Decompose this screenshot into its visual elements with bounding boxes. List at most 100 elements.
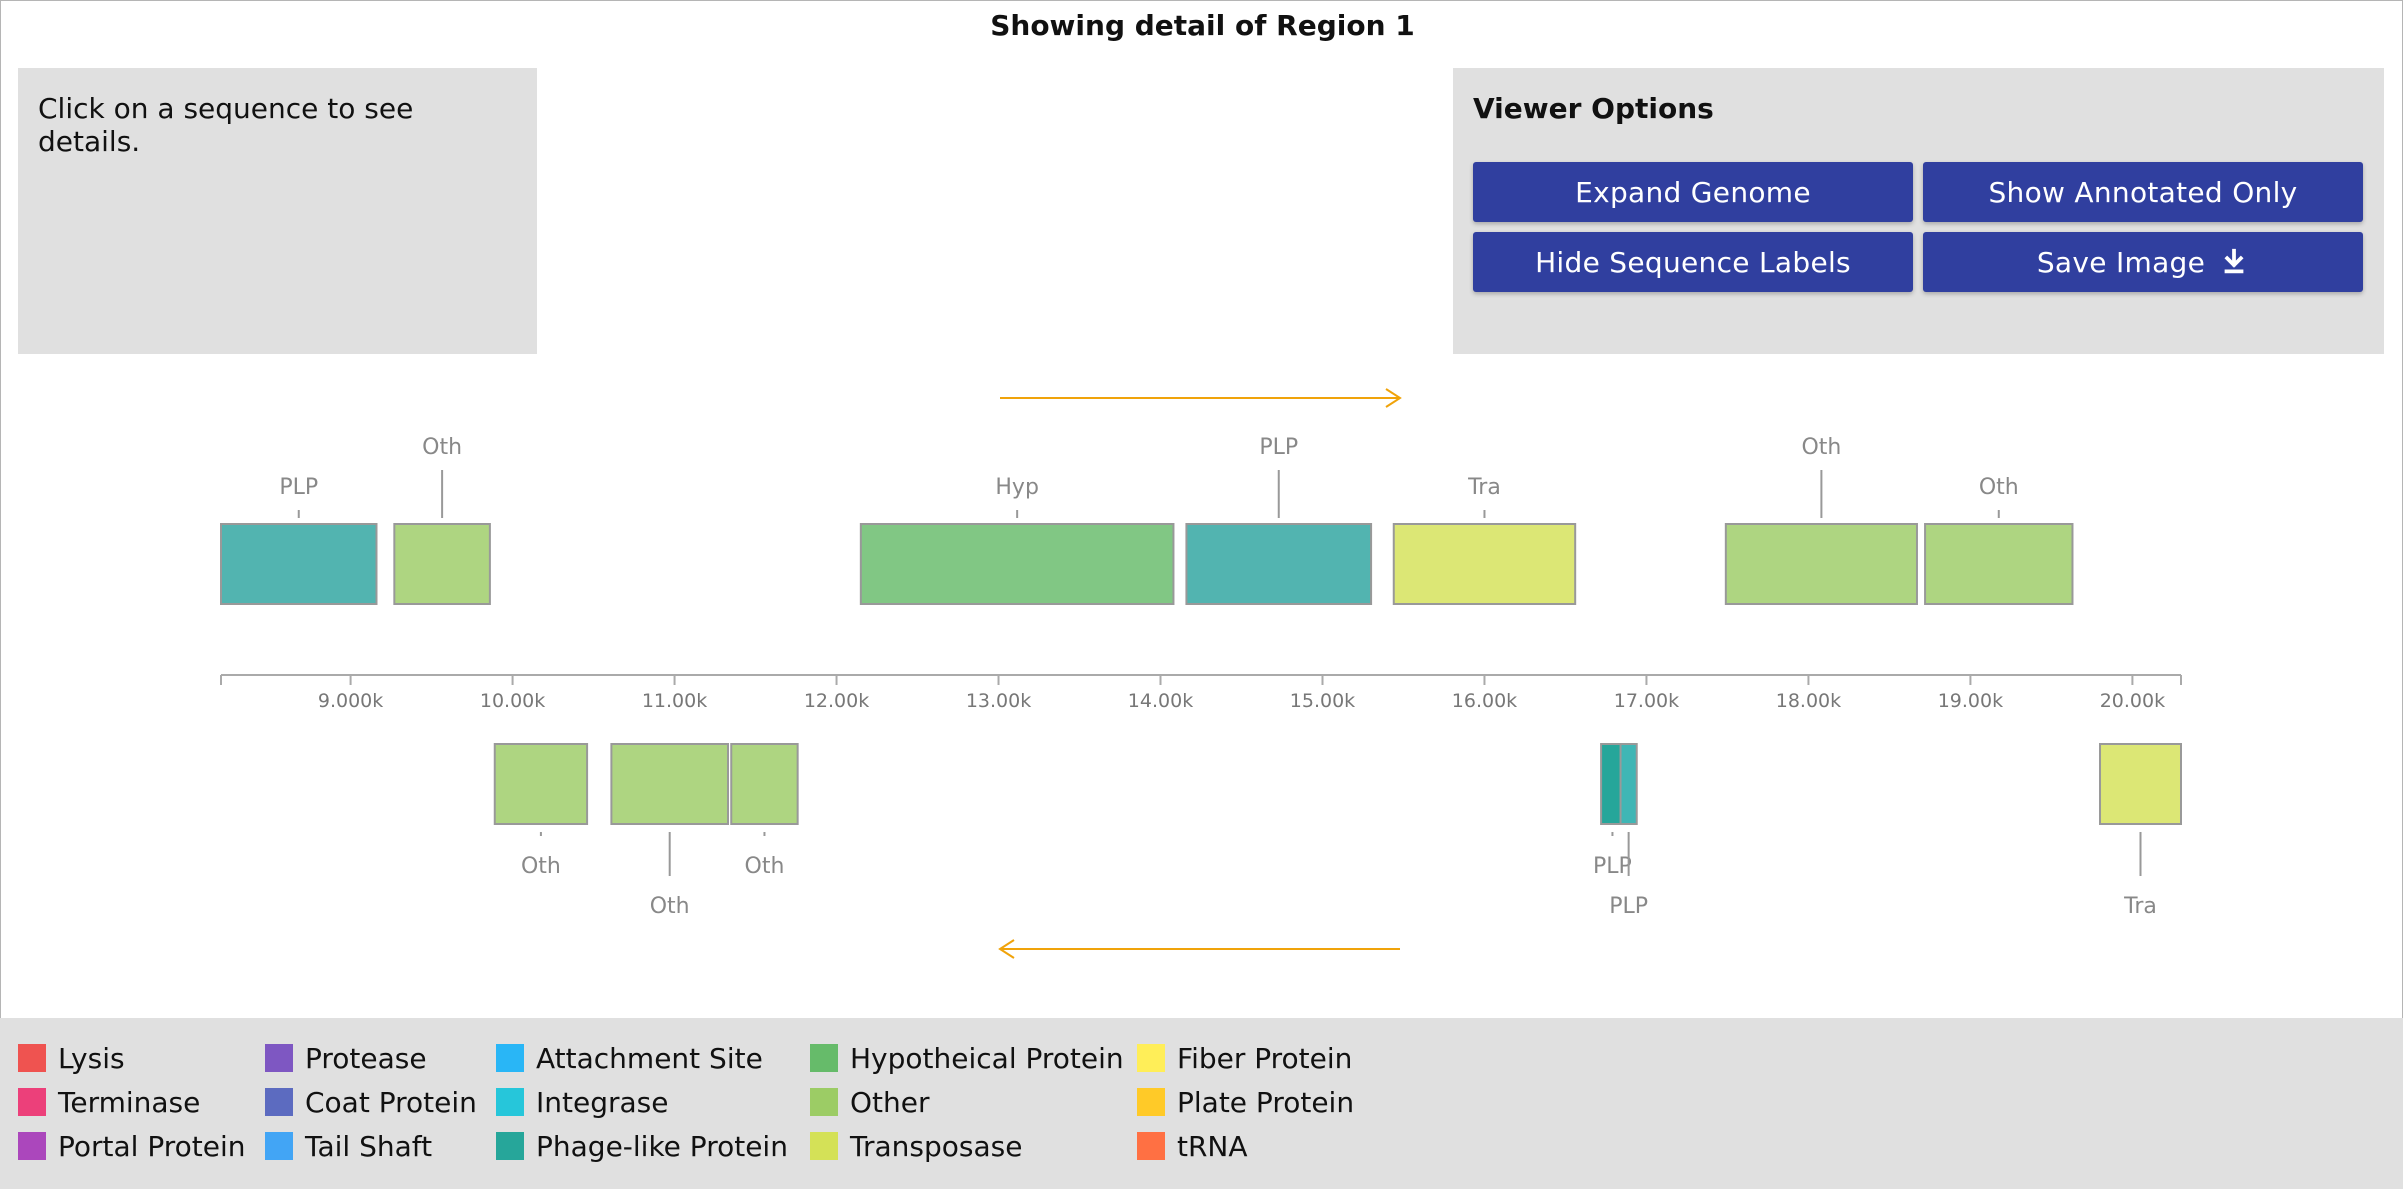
feature-label: Oth [1979,475,2019,500]
axis-tick-label: 15.00k [1290,690,1355,712]
reverse-feature[interactable] [610,743,730,825]
legend-swatch [18,1044,46,1072]
forward-feature[interactable] [859,523,1175,605]
legend-swatch [810,1044,838,1072]
legend-label: Tail Shaft [305,1129,433,1163]
legend-item: Coat Protein [265,1080,477,1124]
legend-item: Protease [265,1036,477,1080]
forward-feature[interactable] [393,523,491,605]
legend-item: Other [810,1080,1124,1124]
legend-swatch [265,1132,293,1160]
feature-label: PLP [1593,854,1632,879]
legend-item: Fiber Protein [1137,1036,1354,1080]
feature-label: Hyp [995,475,1039,500]
axis-tick-label: 13.00k [966,690,1031,712]
axis-tick-label: 18.00k [1776,690,1841,712]
feature-label: Oth [650,894,690,919]
feature-label: Oth [745,854,785,879]
legend-swatch [1137,1044,1165,1072]
forward-feature[interactable] [220,523,378,605]
legend-label: Phage-like Protein [536,1129,788,1163]
legend-swatch [18,1088,46,1116]
legend-label: Transposase [850,1129,1023,1163]
viewer-options-title: Viewer Options [1473,92,1714,125]
legend-item: Phage-like Protein [496,1124,788,1168]
forward-feature[interactable] [1724,523,1918,605]
show-annotated-only-label: Show Annotated Only [1988,175,2298,209]
axis-tick-label: 12.00k [804,690,869,712]
reverse-feature[interactable] [2099,743,2183,825]
hide-sequence-labels-label: Hide Sequence Labels [1535,245,1851,279]
forward-feature[interactable] [1392,523,1577,605]
show-annotated-only-button[interactable]: Show Annotated Only [1923,162,2363,222]
forward-feature[interactable] [1924,523,2074,605]
feature-label: Tra [1467,475,1501,500]
reverse-feature[interactable] [1619,743,1638,825]
axis-tick-label: 9.000k [318,690,383,712]
legend: Lysis Terminase Portal Protein Protease Coat… [0,1018,2403,1189]
feature-label: Oth [422,435,462,460]
legend-column: Hypotheical Protein Other Transposase [810,1036,1124,1168]
sequence-details-panel: Click on a sequence to see details. [18,68,537,354]
forward-strand-arrow [1000,388,1402,408]
legend-item: Terminase [18,1080,246,1124]
legend-column: Protease Coat Protein Tail Shaft [265,1036,477,1168]
legend-label: tRNA [1177,1129,1248,1163]
legend-column: Fiber Protein Plate Protein tRNA [1137,1036,1354,1168]
feature-label: Oth [1801,435,1841,460]
legend-item: Portal Protein [18,1124,246,1168]
legend-swatch [496,1132,524,1160]
legend-item: Lysis [18,1036,246,1080]
axis-tick-label: 17.00k [1614,690,1679,712]
feature-label: PLP [279,475,318,500]
legend-label: Portal Protein [58,1129,246,1163]
reverse-features: Oth Oth Oth PLP PLP Tra [493,743,2183,919]
feature-label: PLP [1609,894,1648,919]
axis-tick-label: 20.00k [2100,690,2165,712]
forward-feature[interactable] [1185,523,1373,605]
reverse-feature[interactable] [493,743,589,825]
legend-swatch [810,1088,838,1116]
legend-item: Hypotheical Protein [810,1036,1124,1080]
save-image-label: Save Image [2036,245,2206,279]
legend-swatch [265,1044,293,1072]
legend-swatch [496,1044,524,1072]
legend-label: Lysis [58,1041,125,1075]
legend-swatch [496,1088,524,1116]
viewer-options-panel: Viewer Options Expand Genome Show Annota… [1453,68,2384,354]
legend-swatch [18,1132,46,1160]
legend-label: Other [850,1085,930,1119]
reverse-feature[interactable] [730,743,799,825]
download-icon [2224,248,2244,274]
feature-label: PLP [1259,435,1298,460]
legend-label: Plate Protein [1177,1085,1355,1119]
legend-swatch [1137,1088,1165,1116]
feature-label: Oth [521,854,561,879]
axis-tick-label: 11.00k [642,690,707,712]
legend-label: Coat Protein [305,1085,477,1119]
legend-column: Attachment Site Integrase Phage-like Prote… [496,1036,788,1168]
page-title: Showing detail of Region 1 [990,9,1415,42]
legend-swatch [1137,1132,1165,1160]
legend-item: tRNA [1137,1124,1354,1168]
reverse-strand-arrow [998,939,1400,959]
legend-label: Attachment Site [536,1041,763,1075]
legend-item: Attachment Site [496,1036,788,1080]
expand-genome-label: Expand Genome [1575,175,1811,209]
legend-item: Integrase [496,1080,788,1124]
axis-tick-label: 14.00k [1128,690,1193,712]
legend-label: Hypotheical Protein [850,1041,1124,1075]
forward-features: PLP Oth Hyp PLP Tra Oth Oth [220,435,2074,605]
legend-item: Tail Shaft [265,1124,477,1168]
legend-label: Fiber Protein [1177,1041,1353,1075]
hide-sequence-labels-button[interactable]: Hide Sequence Labels [1473,232,1913,292]
details-placeholder-text: Click on a sequence to see details. [38,92,414,158]
legend-label: Protease [305,1041,427,1075]
axis-tick-label: 10.00k [480,690,545,712]
save-image-button[interactable]: Save Image [1923,232,2363,292]
legend-label: Terminase [58,1085,201,1119]
expand-genome-button[interactable]: Expand Genome [1473,162,1913,222]
legend-column: Lysis Terminase Portal Protein [18,1036,246,1168]
axis-tick-label: 16.00k [1452,690,1517,712]
legend-label: Integrase [536,1085,669,1119]
